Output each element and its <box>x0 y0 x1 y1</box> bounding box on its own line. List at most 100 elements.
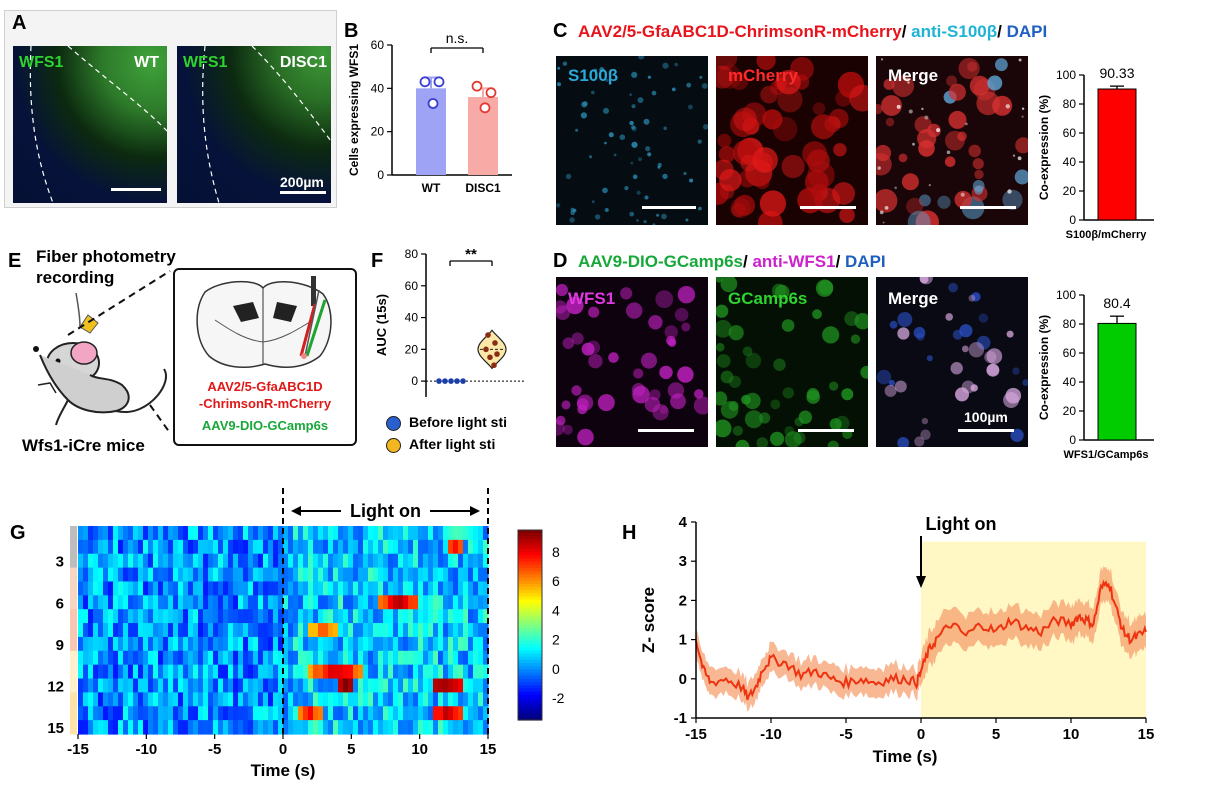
legend-after-dot <box>386 437 401 453</box>
g-cell <box>123 706 129 721</box>
g-cell <box>438 636 444 652</box>
gcamp-cell <box>716 304 729 318</box>
g-cell <box>128 692 134 707</box>
g-cell <box>273 720 279 735</box>
g-cell <box>428 720 434 735</box>
g-cell <box>173 664 179 680</box>
g-cell <box>198 720 204 735</box>
g-colorbar-segment <box>518 678 542 683</box>
g-cell <box>348 623 354 638</box>
g-cell <box>238 553 244 569</box>
scalebar-d1 <box>638 429 694 432</box>
g-cell <box>398 720 404 735</box>
b-category-label: WT <box>422 181 441 195</box>
g-cell <box>443 539 449 555</box>
g-xtick-label: 0 <box>279 741 287 758</box>
g-cell <box>323 581 329 596</box>
g-cell <box>208 595 214 610</box>
g-cell <box>418 692 424 707</box>
g-cell <box>203 650 209 666</box>
g-cell <box>188 636 194 652</box>
wfs1-cell <box>562 424 573 435</box>
g-cell <box>243 664 249 680</box>
merge-c-cell <box>876 144 892 162</box>
micrograph-merge-c: Merge <box>876 56 1028 225</box>
g-cell <box>103 664 109 680</box>
s100b-cell <box>702 124 708 130</box>
merge-c-cells <box>876 57 1028 225</box>
g-cell <box>173 526 179 541</box>
g-cell <box>193 567 199 583</box>
g-cell <box>468 553 474 569</box>
g-cell <box>348 650 354 666</box>
mcherry-cell <box>756 56 776 71</box>
g-cell <box>188 609 194 624</box>
g-cell <box>78 581 84 596</box>
g-cell <box>343 650 349 666</box>
g-cell <box>428 650 434 666</box>
g-cell <box>433 650 439 666</box>
g-cell <box>263 581 269 596</box>
s100b-cell <box>652 223 656 225</box>
s100b-cell <box>661 213 667 220</box>
g-cell <box>348 595 354 610</box>
merge-c-cell <box>968 144 981 158</box>
merge-d-cell <box>897 327 910 340</box>
g-cell <box>283 553 289 569</box>
g-cell <box>438 609 444 624</box>
g-cell <box>293 581 299 596</box>
merge-c-cell <box>905 77 909 82</box>
wfs1-cell <box>659 405 668 415</box>
g-cell <box>168 609 174 624</box>
s100b-cell <box>663 126 667 131</box>
g-cell <box>323 650 329 666</box>
g-cell <box>153 539 159 555</box>
g-cell <box>313 678 319 693</box>
g-cell <box>478 706 484 721</box>
g-colorbar-segment <box>518 644 542 648</box>
g-colorbar-segment <box>518 621 542 626</box>
g-cell <box>198 692 204 707</box>
g-cell <box>333 567 339 583</box>
g-cell <box>453 664 459 680</box>
g-cell <box>113 664 119 680</box>
g-colorbar-segment <box>518 545 542 550</box>
g-cell <box>263 553 269 569</box>
wfs1-cell <box>648 315 663 330</box>
g-cell <box>438 692 444 707</box>
merge-c-cell <box>1012 154 1016 157</box>
g-cell <box>468 650 474 666</box>
g-cell <box>123 595 129 610</box>
g-cell <box>413 706 419 721</box>
g-cell <box>233 678 239 693</box>
g-cell <box>408 692 414 707</box>
g-cell <box>338 581 344 596</box>
merge-c-cell <box>969 75 990 96</box>
g-colorbar-label: -2 <box>552 690 565 706</box>
g-cell <box>393 553 399 569</box>
g-cell <box>183 706 189 721</box>
merge-c-cell <box>907 210 931 225</box>
g-cell <box>243 706 249 721</box>
g-cell <box>343 706 349 721</box>
g-cell <box>118 664 124 680</box>
g-cell <box>253 623 259 638</box>
g-cell <box>243 623 249 638</box>
g-cell <box>403 650 409 666</box>
s100b-cell <box>645 146 651 152</box>
merge-d-cell <box>894 380 907 393</box>
d-title-blue: DAPI <box>845 252 886 271</box>
g-cell <box>223 706 229 721</box>
s100b-cell <box>643 220 647 224</box>
g-cell <box>83 609 89 624</box>
c-ytick-label: 80 <box>1063 97 1077 111</box>
g-ytick-label: 12 <box>47 678 64 695</box>
g-cell <box>448 678 454 693</box>
g-cell <box>223 567 229 583</box>
g-cell <box>313 567 319 583</box>
g-cell <box>188 678 194 693</box>
merge-c-cell <box>915 210 939 225</box>
g-cell <box>353 692 359 707</box>
g-cell <box>343 636 349 652</box>
g-cell <box>153 595 159 610</box>
